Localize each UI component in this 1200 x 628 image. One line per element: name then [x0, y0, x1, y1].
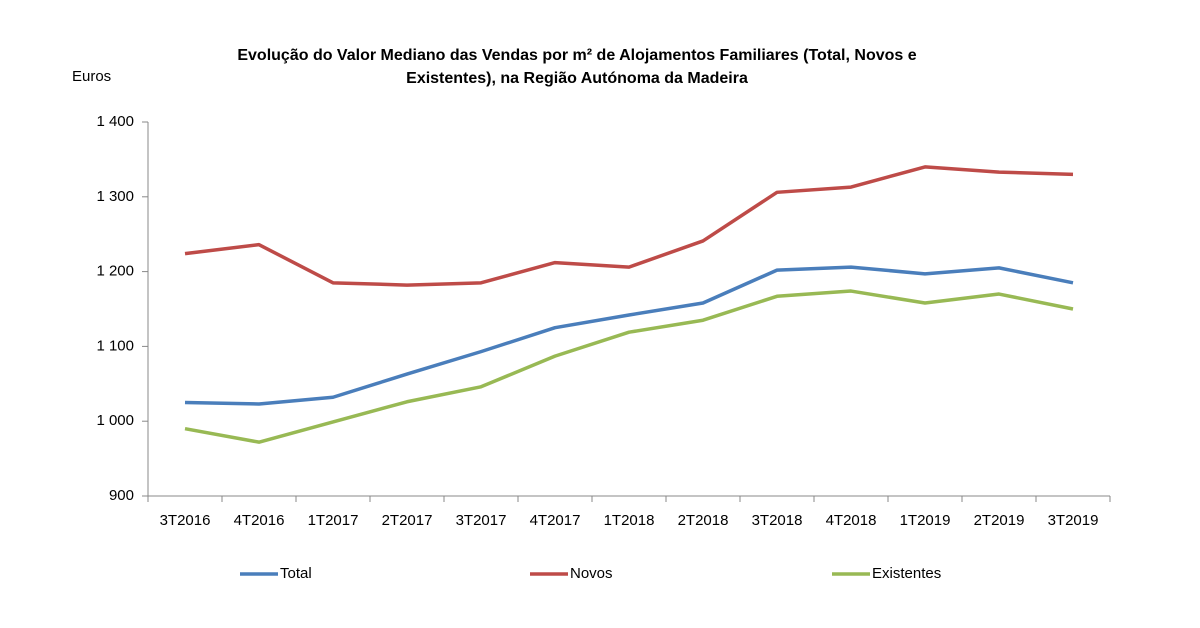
- x-tick-label: 2T2019: [974, 512, 1025, 529]
- chart-title: Evolução do Valor Mediano das Vendas por…: [237, 47, 916, 64]
- y-tick-label: 1 100: [96, 337, 134, 354]
- x-tick-label: 4T2018: [826, 512, 877, 529]
- x-tick-label: 4T2016: [234, 512, 285, 529]
- series-line: [184, 165, 1074, 287]
- y-tick-label: 1 400: [96, 113, 134, 130]
- y-tick-label: 1 300: [96, 188, 134, 205]
- x-tick-label: 1T2017: [308, 512, 359, 529]
- x-tick-label: 3T2017: [456, 512, 507, 529]
- x-tick-label: 3T2018: [752, 512, 803, 529]
- chart-title: Existentes), na Região Autónoma da Madei…: [406, 70, 748, 87]
- x-tick-label: 2T2018: [678, 512, 729, 529]
- x-tick-label: 3T2016: [160, 512, 211, 529]
- legend-label: Total: [280, 565, 312, 582]
- y-axis-label: Euros: [72, 68, 111, 85]
- x-tick-label: 1T2018: [604, 512, 655, 529]
- legend-label: Novos: [570, 565, 613, 582]
- series-line: [184, 265, 1074, 406]
- series-line: [184, 289, 1074, 444]
- x-tick-label: 1T2019: [900, 512, 951, 529]
- y-tick-label: 1 200: [96, 263, 134, 280]
- x-tick-label: 3T2019: [1048, 512, 1099, 529]
- y-tick-label: 900: [109, 487, 134, 504]
- legend-label: Existentes: [872, 565, 941, 582]
- x-tick-label: 2T2017: [382, 512, 433, 529]
- y-tick-label: 1 000: [96, 412, 134, 429]
- x-tick-label: 4T2017: [530, 512, 581, 529]
